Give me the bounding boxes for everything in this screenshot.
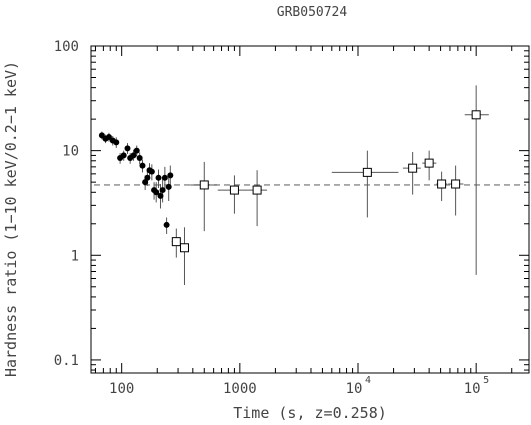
data-markers — [98, 110, 481, 253]
data-point-square — [252, 185, 262, 195]
plot-frame — [90, 45, 530, 374]
x-tick-exponent: 5 — [483, 375, 489, 386]
data-point-circle — [148, 168, 155, 175]
data-point-square — [471, 110, 481, 120]
data-point-circle — [157, 192, 164, 199]
x-tick-label: 10 — [464, 381, 481, 397]
data-point-circle — [133, 147, 140, 154]
axis-ticks — [91, 45, 529, 373]
x-tick-label: 10 — [346, 381, 363, 397]
data-point-square — [171, 237, 181, 247]
data-point-square — [179, 243, 189, 253]
data-point-circle — [120, 152, 127, 159]
data-point-circle — [144, 174, 151, 181]
y-axis-label: Hardness ratio (1−10 keV/0.2−1 keV) — [2, 61, 20, 377]
data-point-square — [437, 179, 447, 189]
data-point-circle — [105, 134, 112, 141]
y-tick-label: 0.1 — [54, 353, 79, 369]
data-point-square — [424, 158, 434, 168]
x-tick-label: 100 — [109, 381, 134, 397]
data-point-circle — [163, 221, 170, 228]
chart-title: GRB050724 — [277, 5, 348, 20]
data-point-circle — [165, 183, 172, 190]
data-point-square — [408, 163, 418, 173]
data-point-circle — [161, 174, 168, 181]
data-point-circle — [139, 162, 146, 169]
x-tick-exponent: 4 — [365, 375, 371, 386]
x-axis-label: Time (s, z=0.258) — [233, 404, 387, 422]
data-point-circle — [159, 187, 166, 194]
data-point-circle — [130, 152, 137, 159]
data-point-circle — [167, 172, 174, 179]
data-point-circle — [124, 145, 131, 152]
y-tick-label: 1 — [71, 248, 79, 264]
x-tick-label: 1000 — [223, 381, 257, 397]
y-tick-label: 10 — [62, 144, 79, 160]
data-point-circle — [155, 174, 162, 181]
data-point-circle — [113, 139, 120, 146]
data-point-square — [229, 185, 239, 195]
y-tick-label: 100 — [54, 39, 79, 55]
data-point-square — [451, 179, 461, 189]
data-point-circle — [153, 189, 160, 196]
data-point-circle — [136, 155, 143, 162]
data-point-square — [199, 180, 209, 190]
data-point-square — [362, 167, 372, 177]
